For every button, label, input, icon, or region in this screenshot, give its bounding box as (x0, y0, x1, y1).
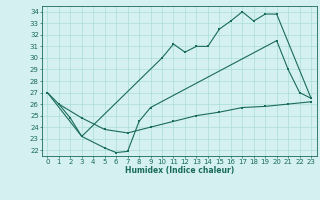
X-axis label: Humidex (Indice chaleur): Humidex (Indice chaleur) (124, 166, 234, 175)
